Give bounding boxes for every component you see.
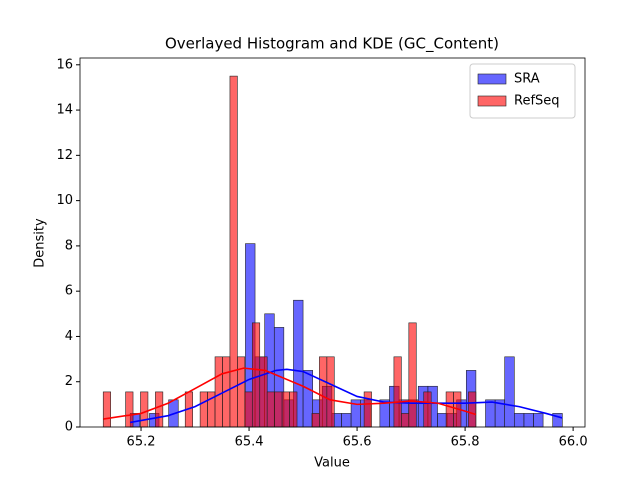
- x-tick-label: 65.2: [127, 435, 156, 450]
- histogram-bar: [437, 413, 448, 428]
- x-tick-label: 65.6: [343, 435, 372, 450]
- histogram-bar: [281, 391, 290, 428]
- legend-label: SRA: [514, 72, 540, 87]
- y-tick-label: 8: [65, 238, 73, 253]
- histogram-bar: [302, 370, 313, 428]
- histogram-bar: [513, 413, 525, 428]
- histogram-bar: [423, 391, 432, 428]
- histogram-bar: [214, 356, 223, 428]
- histogram-bar: [155, 391, 164, 428]
- histogram-bar: [102, 391, 111, 428]
- y-tick-label: 10: [56, 193, 73, 208]
- histogram-bar: [533, 413, 544, 428]
- chart-title: Overlayed Histogram and KDE (GC_Content): [165, 35, 499, 54]
- histogram-bar: [363, 391, 372, 428]
- x-tick-label: 65.8: [451, 435, 480, 450]
- histogram-bar: [259, 356, 268, 428]
- histogram-bar: [274, 391, 283, 428]
- histogram-bar: [311, 413, 320, 428]
- histogram-bar: [341, 413, 352, 428]
- y-tick-label: 2: [65, 374, 73, 389]
- kde-line: [103, 367, 477, 420]
- histogram-bar: [393, 356, 402, 428]
- y-axis-label: Density: [33, 218, 48, 268]
- histogram-bar: [244, 391, 253, 428]
- y-tick-label: 16: [56, 57, 73, 72]
- kde-line: [130, 368, 563, 424]
- histogram-bar: [199, 391, 208, 428]
- histogram-bar: [504, 356, 515, 428]
- histogram-bar: [319, 356, 328, 428]
- y-tick-label: 14: [56, 103, 73, 118]
- histogram-bar: [251, 322, 261, 428]
- legend: SRA RefSeq: [469, 63, 576, 119]
- y-tick-label: 12: [56, 148, 73, 163]
- legend-label: RefSeq: [514, 94, 560, 109]
- histogram-bar: [140, 391, 149, 428]
- y-tick-label: 0: [65, 420, 73, 435]
- legend-swatch: [477, 95, 507, 107]
- histogram-bar: [229, 75, 238, 428]
- x-tick-label: 65.4: [235, 435, 264, 450]
- y-tick-label: 4: [65, 329, 73, 344]
- plot-frame: [79, 57, 586, 428]
- y-tick-label: 6: [65, 284, 73, 299]
- histogram-bar: [468, 391, 477, 428]
- x-axis-label: Value: [314, 456, 350, 471]
- histogram-bar: [289, 391, 298, 428]
- legend-swatch: [477, 73, 507, 85]
- histogram-bar: [408, 322, 417, 428]
- histogram-bar: [485, 399, 496, 428]
- histogram-bar: [266, 391, 275, 428]
- histogram-bar: [326, 356, 335, 428]
- histogram-bar: [445, 391, 454, 428]
- histogram-bar: [523, 413, 534, 428]
- histogram-bar: [401, 413, 410, 428]
- x-tick-label: 66.0: [559, 435, 588, 450]
